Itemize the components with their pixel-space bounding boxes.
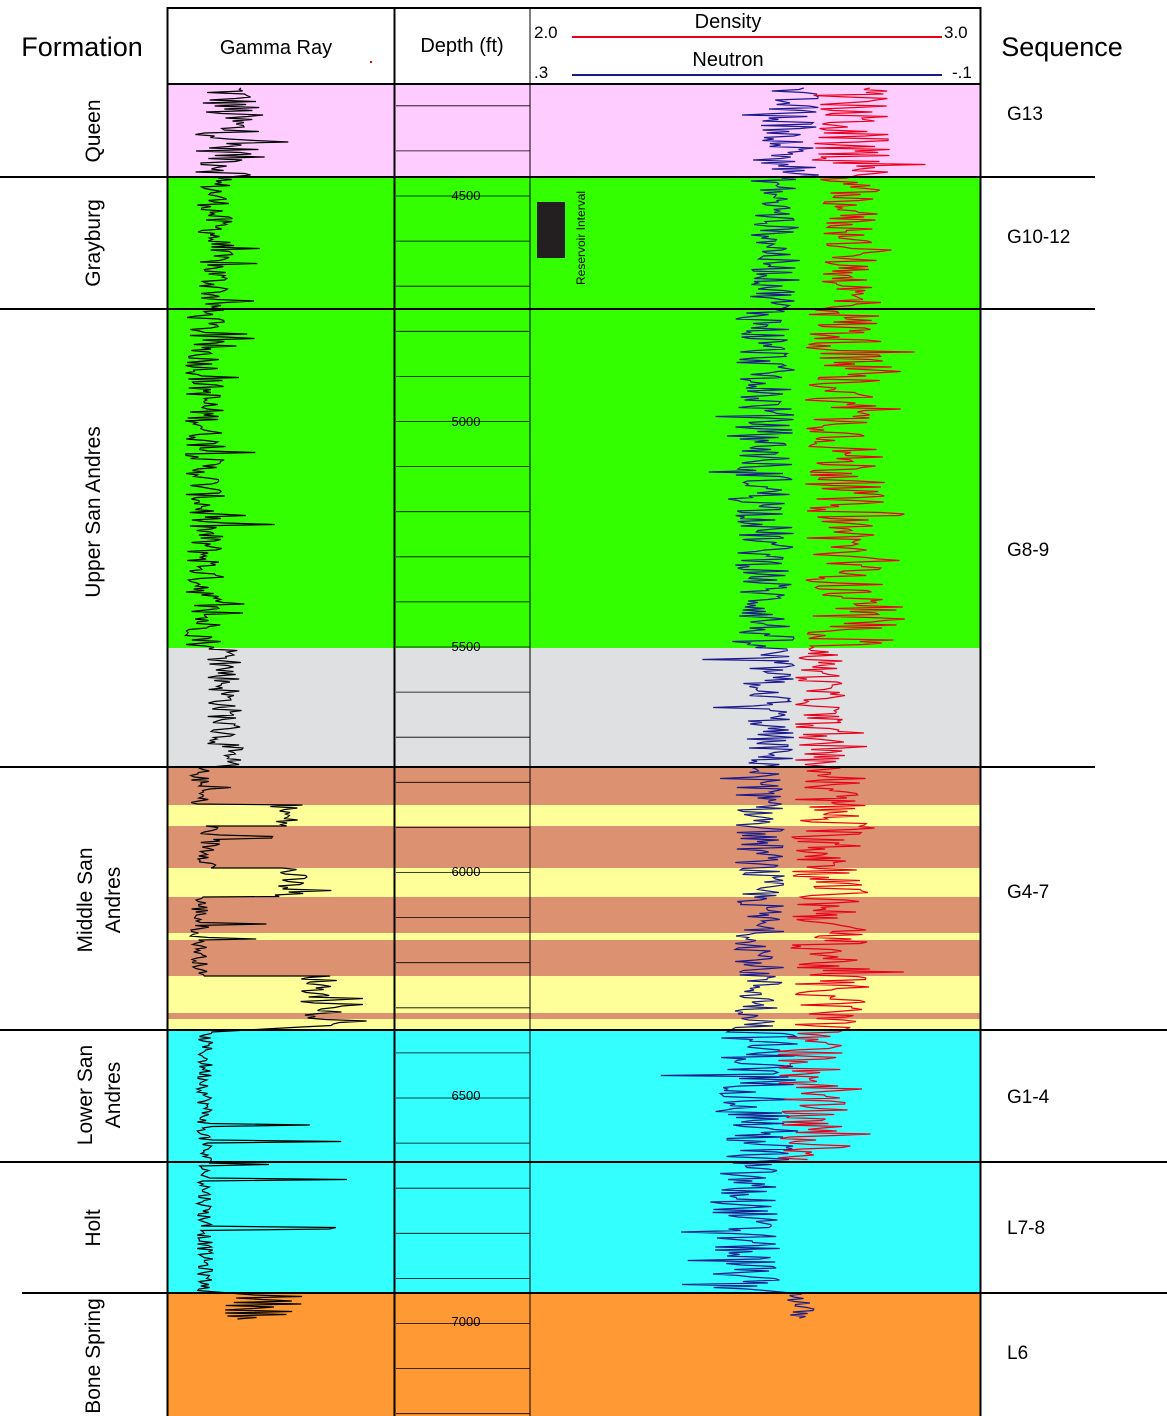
- sequence-g4-7: G4-7: [1007, 882, 1049, 903]
- band-middle-sa-yellow-4: [168, 1019, 980, 1030]
- depth-label-5500: 5500: [452, 639, 481, 654]
- band-middle-sa-yellow-2: [168, 933, 980, 940]
- depth-labels: 4500 5000 5500 6000 6500 7000: [452, 188, 481, 1329]
- formation-column-title: Formation: [21, 32, 143, 62]
- main-frame: [166, 7, 982, 1416]
- formation-bone-spring: Bone Spring: [82, 1298, 105, 1414]
- sequence-l6: L6: [1007, 1343, 1028, 1364]
- formation-queen: Queen: [82, 99, 105, 162]
- density-scale-min: 2.0: [534, 23, 558, 42]
- gamma-ray-title: Gamma Ray: [220, 37, 332, 59]
- band-middle-sa-yellow-0: [168, 805, 980, 826]
- sequence-column-title: Sequence: [1001, 32, 1123, 62]
- formation-names: Queen Grayburg Upper San Andres Middle S…: [74, 99, 125, 1413]
- track-frame: [166, 7, 982, 1416]
- neutron-legend-label: Neutron: [692, 49, 763, 71]
- depth-label-7000: 7000: [452, 1314, 481, 1329]
- gamma-header-dot: [370, 61, 372, 63]
- formation-lower-san-andres-line2: Andres: [102, 1062, 125, 1129]
- neutron-scale-max: -.1: [952, 63, 972, 82]
- density-curve: [777, 87, 926, 1161]
- log-curves: [183, 87, 926, 1320]
- header: Formation Sequence Gamma Ray Depth (ft) …: [21, 11, 1123, 82]
- band-bone-spring: [168, 1293, 980, 1416]
- reservoir-interval-label: Reservoir Interval: [574, 191, 588, 285]
- sequence-g10-12: G10-12: [1007, 227, 1070, 248]
- depth-label-5000: 5000: [452, 414, 481, 429]
- formation-upper-san-andres: Upper San Andres: [82, 426, 105, 598]
- band-middle-sa-yellow-3: [168, 976, 980, 1013]
- formation-middle-san-andres-line2: Andres: [102, 867, 125, 934]
- sequence-l7-8: L7-8: [1007, 1218, 1045, 1239]
- sequence-labels: G13 G10-12 G8-9 G4-7 G1-4 L7-8 L6: [1007, 104, 1070, 1364]
- formation-holt: Holt: [82, 1209, 105, 1247]
- density-scale-max: 3.0: [944, 23, 968, 42]
- sequence-g8-9: G8-9: [1007, 540, 1049, 561]
- formation-middle-san-andres-line1: Middle San: [74, 847, 97, 952]
- neutron-scale-min: .3: [534, 63, 548, 82]
- depth-scale-lines: [396, 105, 530, 1415]
- formation-lower-san-andres-line1: Lower San: [74, 1045, 97, 1145]
- band-upper-sa-lower-gray: [168, 648, 980, 767]
- depth-label-4500: 4500: [452, 188, 481, 203]
- gamma-ray-curve: [183, 87, 367, 1320]
- band-grayburg-upper-sa: [168, 177, 980, 648]
- sequence-g13: G13: [1007, 104, 1043, 125]
- density-legend-label: Density: [695, 11, 762, 33]
- neutron-curve: [660, 87, 819, 1319]
- depth-title: Depth (ft): [420, 35, 503, 57]
- formation-grayburg: Grayburg: [82, 199, 105, 287]
- reservoir-interval-marker: [537, 202, 565, 258]
- depth-label-6500: 6500: [452, 1088, 481, 1103]
- sequence-g1-4: G1-4: [1007, 1087, 1050, 1108]
- depth-label-6000: 6000: [452, 864, 481, 879]
- formation-boundaries: [0, 176, 1167, 1294]
